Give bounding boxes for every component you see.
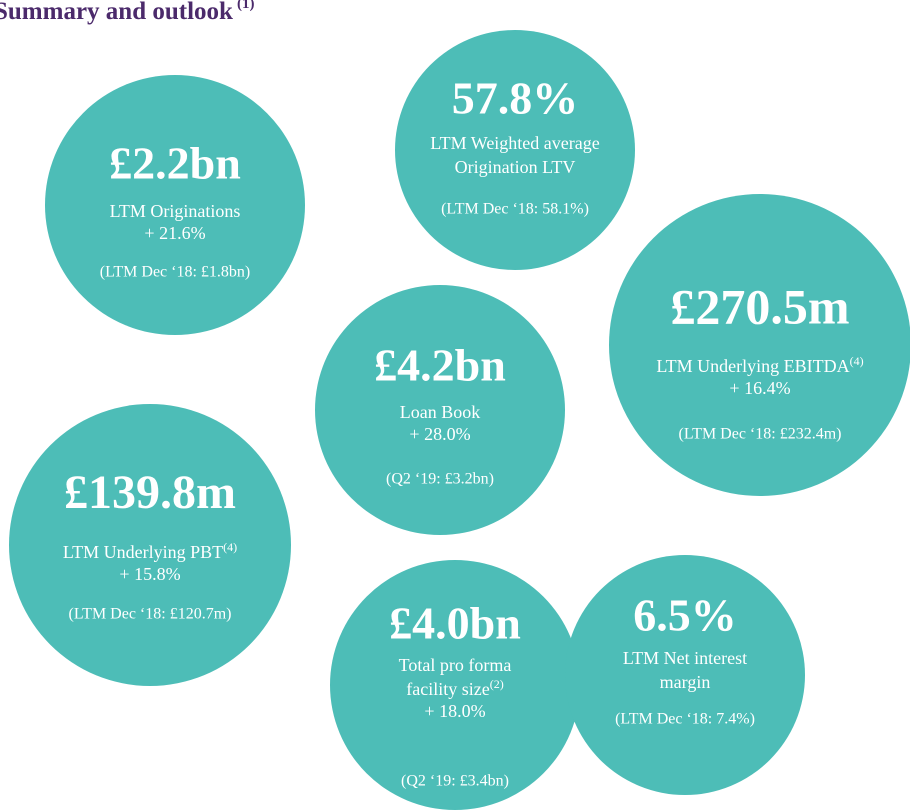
label-sup: (2) bbox=[490, 677, 504, 691]
stat-label: Loan Book bbox=[400, 402, 481, 422]
stat-change: + 16.4% bbox=[729, 378, 790, 398]
label-text: LTM Underlying EBITDA bbox=[656, 356, 849, 376]
circle-bg bbox=[9, 404, 291, 686]
label-text: facility size bbox=[406, 679, 489, 699]
title-sup: (1) bbox=[237, 0, 255, 12]
circle-bg bbox=[609, 194, 910, 496]
title-text: Summary and outlook bbox=[0, 0, 233, 25]
label-sup: (4) bbox=[223, 540, 237, 554]
circle-bg bbox=[565, 555, 805, 795]
label-sup: (4) bbox=[850, 354, 864, 368]
stat-value: £270.5m bbox=[670, 278, 849, 334]
stat-label: LTM Originations bbox=[110, 201, 241, 221]
circle-bg bbox=[395, 30, 635, 270]
label-text: margin bbox=[660, 672, 711, 692]
label-text: LTM Originations bbox=[110, 201, 241, 221]
stat-label: Origination LTV bbox=[455, 157, 576, 177]
stat-label: margin bbox=[660, 672, 711, 692]
stat-comparison: (LTM Dec ‘18: £232.4m) bbox=[679, 426, 842, 443]
stat-comparison: (LTM Dec ‘18: £120.7m) bbox=[69, 606, 232, 623]
circle-bg bbox=[330, 560, 580, 810]
stat-circle: £2.2bn LTM Originations+ 21.6% (LTM Dec ‘1… bbox=[45, 75, 305, 335]
title: Summary and outlook (1) bbox=[0, 0, 254, 25]
circle-bg bbox=[45, 75, 305, 335]
stat-value: £4.0bn bbox=[389, 598, 521, 649]
stat-value: 6.5% bbox=[633, 590, 737, 641]
stat-label: facility size(2) bbox=[406, 677, 503, 699]
stat-change: + 18.0% bbox=[424, 701, 485, 721]
stat-comparison: (LTM Dec ‘18: 58.1%) bbox=[441, 201, 589, 218]
label-text: Origination LTV bbox=[455, 157, 576, 177]
stat-value: £2.2bn bbox=[109, 138, 241, 189]
stat-label: LTM Weighted average bbox=[430, 133, 600, 153]
stat-label: LTM Net interest bbox=[623, 648, 747, 668]
stat-comparison: (Q2 ‘19: £3.2bn) bbox=[386, 471, 494, 488]
stat-change: + 15.8% bbox=[119, 564, 180, 584]
stat-circle: £4.2bn Loan Book+ 28.0% (Q2 ‘19: £3.2bn) bbox=[315, 285, 565, 535]
stat-label: LTM Underlying PBT(4) bbox=[63, 540, 237, 562]
label-text: LTM Weighted average bbox=[430, 133, 600, 153]
stat-label: Total pro forma bbox=[399, 655, 512, 675]
stat-comparison: (LTM Dec ‘18: 7.4%) bbox=[615, 711, 755, 728]
circle-bg bbox=[315, 285, 565, 535]
stat-comparison: (LTM Dec ‘18: £1.8bn) bbox=[100, 264, 251, 281]
label-text: Total pro forma bbox=[399, 655, 512, 675]
stat-change: + 28.0% bbox=[409, 424, 470, 444]
label-text: LTM Net interest bbox=[623, 648, 747, 668]
stat-value: £139.8m bbox=[64, 466, 236, 519]
stat-value: 57.8% bbox=[452, 73, 579, 124]
label-text: LTM Underlying PBT bbox=[63, 542, 223, 562]
stat-label: LTM Underlying EBITDA(4) bbox=[656, 354, 863, 376]
stat-value: £4.2bn bbox=[374, 340, 506, 391]
stat-comparison: (Q2 ‘19: £3.4bn) bbox=[401, 773, 509, 790]
stat-circle: 57.8% LTM Weighted average Origination LTV… bbox=[395, 30, 635, 270]
stat-circle: 6.5% LTM Net interest margin (LTM Dec ‘18: … bbox=[565, 555, 805, 795]
stat-change: + 21.6% bbox=[144, 223, 205, 243]
label-text: Loan Book bbox=[400, 402, 481, 422]
